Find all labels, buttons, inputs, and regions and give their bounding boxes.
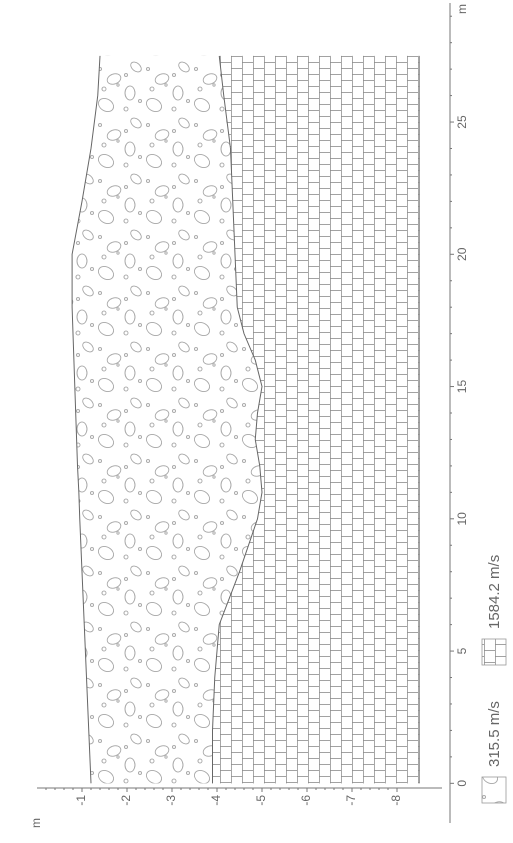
x-tick-label: 5 [455, 647, 469, 654]
x-axis-unit: m [455, 4, 469, 14]
y-axis-unit: m [29, 818, 43, 828]
x-tick-label: 20 [455, 247, 469, 261]
legend-label: 1584.2 m/s [486, 555, 503, 629]
legend-swatch [481, 638, 507, 666]
legend-label: 315.5 m/s [486, 701, 503, 767]
layer-fill [72, 55, 262, 784]
y-tick-label: -8 [389, 795, 403, 806]
y-tick-label: -6 [299, 795, 313, 806]
y-tick-label: -2 [119, 795, 133, 806]
profile: 0 5 10 15 20 25 m -1 -2 -3 -4 -5 -6 -7 -8 m 315.5 m/s 158… [29, 3, 507, 828]
y-tick-label: -7 [344, 795, 358, 806]
legend-swatch [481, 776, 507, 804]
x-tick-label: 0 [455, 780, 469, 787]
layer-fill [212, 55, 420, 784]
layer-boundary [71, 55, 101, 784]
x-tick-label: 25 [455, 115, 469, 129]
x-tick-label: 10 [455, 512, 469, 526]
y-tick-label: -5 [254, 795, 268, 806]
x-tick-label: 15 [455, 380, 469, 394]
y-tick-label: -4 [209, 795, 223, 806]
layer-boundary [212, 55, 263, 784]
y-tick-label: -1 [74, 795, 88, 806]
y-tick-label: -3 [164, 795, 178, 806]
